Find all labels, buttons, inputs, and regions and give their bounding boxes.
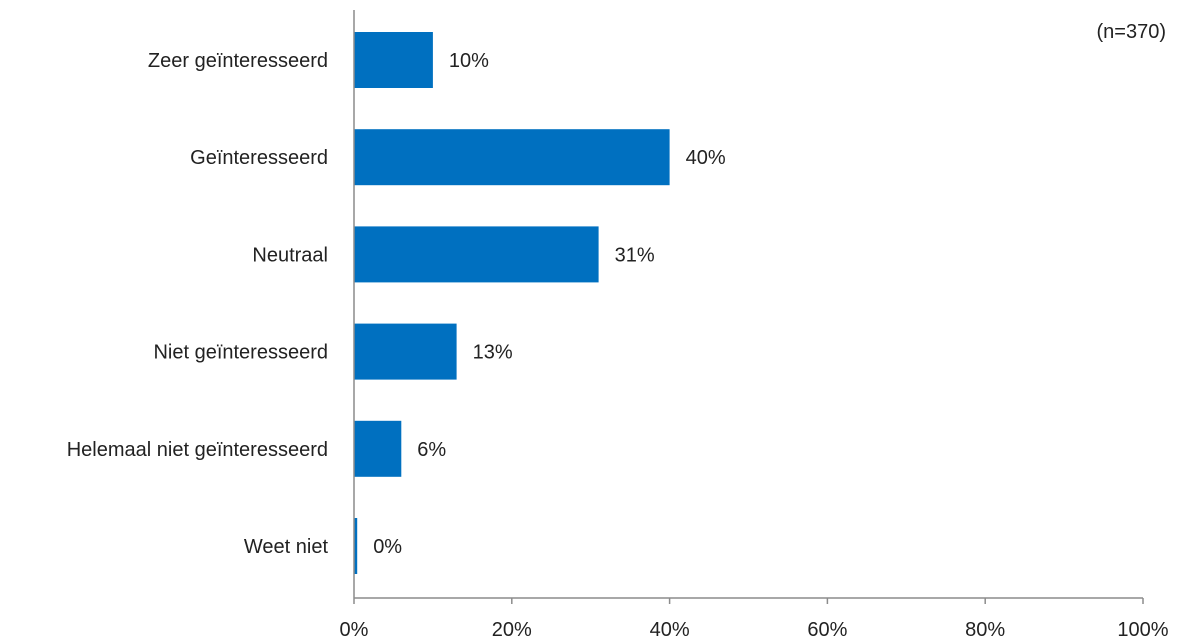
data-label-0: 10%	[449, 50, 489, 72]
data-label-4: 6%	[417, 439, 446, 461]
category-label-0: Zeer geïnteresseerd	[148, 50, 328, 72]
bar-5	[354, 518, 358, 574]
bars-group	[354, 32, 670, 574]
data-label-5: 0%	[373, 536, 402, 558]
category-label-3: Niet geïnteresseerd	[153, 342, 328, 364]
data-label-3: 13%	[473, 342, 513, 364]
bar-4	[354, 420, 402, 477]
data-label-1: 40%	[686, 147, 726, 169]
data-labels: 10% 40% 31% 13% 6% 0%	[373, 50, 726, 558]
category-labels: Zeer geïnteresseerd Geïnteresseerd Neutraa…	[67, 50, 329, 558]
sample-size-note: (n=370)	[1097, 21, 1167, 43]
data-label-2: 31%	[615, 244, 655, 266]
bar-3	[354, 323, 457, 380]
x-axis-ticks: 0% 20% 40% 60% 80% 100%	[340, 598, 1169, 641]
bar-0	[354, 32, 433, 88]
category-label-1: Geïnteresseerd	[190, 147, 328, 169]
category-label-5: Weet niet	[244, 536, 329, 558]
category-label-4: Helemaal niet geïnteresseerd	[67, 439, 328, 461]
x-tick-label-1: 20%	[492, 619, 532, 641]
x-tick-label-2: 40%	[650, 619, 690, 641]
bar-2	[354, 226, 599, 283]
x-tick-label-5: 100%	[1117, 619, 1168, 641]
x-tick-label-3: 60%	[807, 619, 847, 641]
bar-1	[354, 129, 670, 186]
x-tick-label-0: 0%	[340, 619, 369, 641]
x-tick-label-4: 80%	[965, 619, 1005, 641]
category-label-2: Neutraal	[252, 244, 328, 266]
